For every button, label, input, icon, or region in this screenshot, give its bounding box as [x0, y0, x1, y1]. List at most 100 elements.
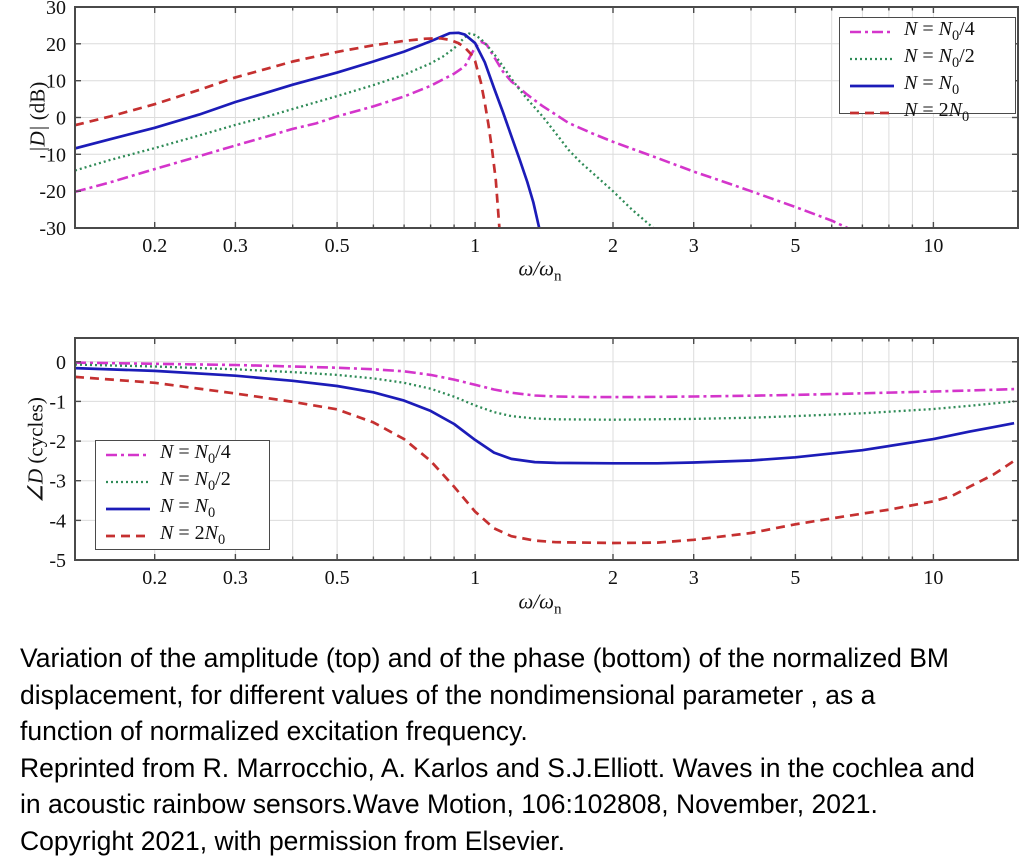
- magnitude-y-axis-label: |D| (dB): [26, 82, 51, 152]
- x-tick-label: 0.3: [223, 235, 248, 257]
- legend-label-part: 0: [207, 478, 216, 494]
- magnitude-x-axis-label: ω/ωn: [518, 256, 561, 285]
- legend-label: N = N0/4: [160, 441, 231, 468]
- phase-symbol: ∠D: [23, 468, 48, 503]
- legend-label: N = 2N0: [160, 522, 225, 549]
- phase-y-axis-label: ∠D (cycles): [24, 397, 49, 503]
- omega-ratio-symbol: ω/ω: [518, 589, 554, 614]
- legend-label-part: =: [173, 441, 195, 463]
- curve-nn04: [75, 40, 849, 228]
- legend-label-part: N: [160, 495, 174, 517]
- y-tick-label: -20: [39, 181, 66, 203]
- curve-n2n0: [75, 36, 501, 228]
- legend-label: N = N0/2: [904, 45, 975, 72]
- legend-label-part: N: [160, 468, 174, 490]
- legend-label-part: N: [938, 72, 952, 94]
- y-tick-label: -30: [39, 218, 66, 240]
- legend-line-sample: [850, 57, 894, 60]
- legend-label-part: 0: [951, 28, 960, 44]
- x-tick-label: 2: [608, 235, 618, 257]
- legend-label-part: 0: [217, 532, 226, 548]
- curve-nn02: [75, 363, 1015, 421]
- x-tick-label: 0.5: [325, 235, 350, 257]
- caption-line-5: in acoustic rainbow sensors.Wave Motion,…: [20, 789, 878, 820]
- phase-legend: N = N0/4 N = N0/2 N = N0 N = 2N0: [95, 440, 270, 550]
- legend-label-part: =: [173, 495, 195, 517]
- legend-label-part: 0: [207, 505, 216, 521]
- figure-caption: Variation of the amplitude (top) and of …: [20, 640, 1022, 860]
- legend-line-sample: [850, 111, 894, 114]
- legend-entry: N = N0/4: [840, 18, 1015, 45]
- y-tick-label: -10: [39, 144, 66, 166]
- legend-entry: N = N0/2: [96, 468, 269, 495]
- legend-entry: N = N0/2: [840, 45, 1015, 72]
- curve-nn0: [75, 31, 541, 228]
- caption-line-6: Copyright 2021, with permission from Els…: [20, 825, 565, 856]
- legend-label-part: N: [160, 522, 174, 544]
- x-tick-label: 5: [790, 567, 800, 589]
- phase-units: (cycles): [23, 397, 48, 469]
- y-tick-label: 10: [46, 71, 66, 93]
- y-tick-label: -4: [49, 510, 66, 532]
- legend-entry: N = N0/4: [96, 441, 269, 468]
- x-tick-label: 10: [923, 235, 943, 257]
- x-tick-label: 10: [923, 567, 943, 589]
- legend-label-part: N: [194, 441, 208, 463]
- legend-label-part: = 2: [173, 522, 205, 544]
- legend-label-part: = 2: [917, 99, 949, 121]
- legend-label-part: N: [948, 99, 962, 121]
- legend-label: N = N0/4: [904, 18, 975, 45]
- legend-line-sample: [850, 84, 894, 87]
- curve-nn02: [75, 32, 655, 228]
- phase-x-axis-label: ω/ωn: [518, 589, 561, 618]
- legend-label-part: N: [904, 99, 918, 121]
- x-tick-label: 1: [470, 235, 480, 257]
- y-tick-label: 0: [56, 108, 66, 130]
- x-tick-label: 0.5: [325, 567, 350, 589]
- legend-label-part: =: [917, 72, 939, 94]
- x-tick-label: 0.3: [223, 567, 248, 589]
- legend-entry: N = N0: [96, 495, 269, 522]
- legend-label-part: N: [194, 468, 208, 490]
- curve-nn0: [75, 366, 1015, 465]
- legend-label-part: =: [917, 45, 939, 67]
- x-tick-label: 3: [689, 235, 699, 257]
- legend-label-part: /2: [959, 45, 975, 67]
- magnitude-legend: N = N0/4 N = N0/2 N = N0 N = 2N0: [839, 17, 1016, 125]
- legend-label-part: N: [938, 18, 952, 40]
- omega-subscript: n: [553, 268, 562, 285]
- legend-label-part: N: [938, 45, 952, 67]
- legend-label-part: 0: [951, 55, 960, 71]
- legend-label-part: N: [904, 72, 918, 94]
- phase-series: [75, 361, 1015, 545]
- magnitude-plot: 0.2 0.3 0.5 1 2 3 5 10 30 20 10 0 -10 -20 -30: [39, 0, 1019, 257]
- curve-n2n0: [75, 375, 1015, 545]
- legend-label-part: N: [160, 441, 174, 463]
- x-tick-label: 0.2: [142, 235, 167, 257]
- x-tick-label: 5: [790, 235, 800, 257]
- y-tick-label: -2: [49, 431, 66, 453]
- y-tick-label: -5: [49, 550, 66, 572]
- legend-line-sample: [106, 534, 150, 537]
- legend-label-part: N: [194, 495, 208, 517]
- legend-entry: N = N0: [840, 72, 1015, 99]
- legend-label-part: /2: [215, 468, 231, 490]
- legend-line-sample: [850, 30, 894, 33]
- legend-label-part: /4: [215, 441, 231, 463]
- omega-ratio-symbol: ω/ω: [518, 256, 554, 281]
- legend-label-part: =: [917, 18, 939, 40]
- omega-subscript: n: [553, 601, 562, 618]
- legend-label: N = N0: [160, 495, 215, 522]
- caption-line-3: function of normalized excitation freque…: [20, 716, 528, 747]
- legend-line-sample: [106, 507, 150, 510]
- x-tick-label: 0.2: [142, 567, 167, 589]
- legend-label-part: =: [173, 468, 195, 490]
- legend-line-sample: [106, 480, 150, 483]
- plot-border: [74, 337, 1019, 561]
- x-tick-label: 3: [689, 567, 699, 589]
- legend-entry: N = 2N0: [840, 99, 1015, 126]
- magnitude-series: [75, 31, 849, 228]
- caption-line-2: displacement, for different values of th…: [20, 679, 876, 710]
